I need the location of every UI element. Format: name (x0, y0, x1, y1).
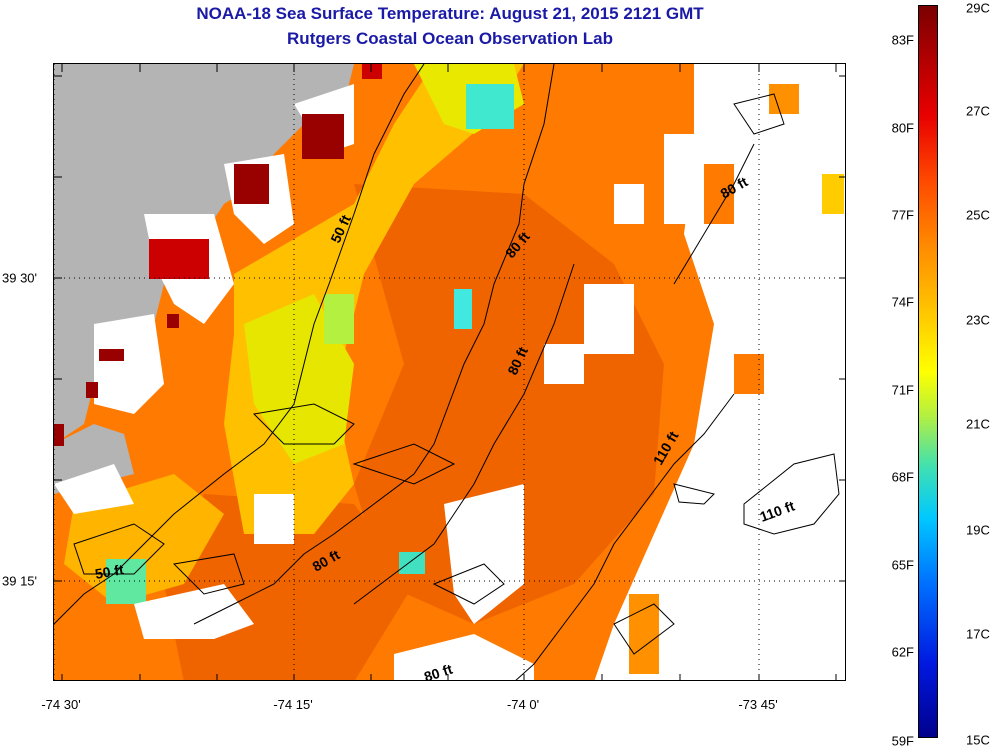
contour-shoal (73, 523, 165, 575)
longitude-label: -73 45' (738, 697, 778, 712)
contour-shoal (673, 483, 715, 505)
graticule (54, 64, 845, 680)
contour-shoal (172, 553, 245, 595)
colorbar-c-label: 17C (966, 626, 990, 642)
latitude-label: 39 30' (2, 270, 38, 286)
colorbar-c-label: 29C (966, 0, 990, 16)
contour-80ft (673, 143, 755, 285)
longitude-label: -74 30' (41, 697, 81, 712)
temperature-colorbar (918, 5, 938, 738)
depth-label: 50 ft (94, 561, 125, 582)
colorbar-f-label: 80F (891, 120, 914, 136)
contour-80ft (353, 263, 575, 605)
chart-subtitle: Rutgers Coastal Ocean Observation Lab (287, 29, 613, 48)
sst-cool-band (822, 174, 844, 214)
sst-hot-patch (99, 349, 124, 361)
sst-cold-patch (466, 84, 514, 129)
longitude-label: -74 0' (506, 697, 540, 712)
colorbar-f-label: 71F (891, 382, 914, 398)
axis-ticks (54, 64, 845, 680)
cloud-cover (134, 64, 845, 680)
latitude-label: 39 15' (2, 573, 38, 589)
sst-hot-patch (362, 64, 382, 79)
sst-cold-patch (324, 294, 354, 344)
colorbar-f-label: 59F (891, 733, 914, 749)
sst-hot-patch (86, 382, 98, 398)
colorbar-c-label: 25C (966, 207, 990, 223)
colorbar-f-label: 83F (891, 32, 914, 48)
chart-title: NOAA-18 Sea Surface Temperature: August … (196, 4, 704, 23)
colorbar-c-label: 21C (966, 416, 990, 432)
sst-cold-patch (399, 552, 425, 574)
colorbar-f-label: 77F (891, 207, 914, 223)
colorbar-c-label: 27C (966, 103, 990, 119)
sst-cold-patch (454, 289, 472, 329)
sst-map-canvas: 50 ft 50 ft 80 ft 80 ft 80 ft 80 ft 80 f… (54, 64, 845, 680)
contour-shoal (733, 93, 785, 135)
contour-shoal (352, 443, 456, 485)
contour-110ft (743, 453, 840, 535)
sst-warm-patch (704, 164, 734, 224)
colorbar-c-label: 23C (966, 312, 990, 328)
contour-shoal (613, 603, 675, 655)
sst-warm-patch (629, 594, 659, 674)
sst-hot-patch (302, 114, 344, 159)
colorbar-f-label: 62F (891, 644, 914, 660)
sst-hot-patch (149, 239, 209, 279)
colorbar-c-label: 19C (966, 522, 990, 538)
colorbar-f-label: 68F (891, 469, 914, 485)
sst-warm-patch (769, 84, 799, 114)
contour-110ft (515, 393, 735, 680)
colorbar-f-label: 74F (891, 294, 914, 310)
land-area (54, 64, 354, 444)
sst-hot-patch (167, 314, 179, 328)
sst-hot-patch (54, 424, 64, 446)
contour-shoal (252, 403, 355, 445)
longitude-label: -74 15' (273, 697, 313, 712)
contour-80ft (193, 64, 555, 625)
colorbar-f-label: 65F (891, 557, 914, 573)
sst-hot-patch (234, 164, 269, 204)
contour-shoal (432, 563, 505, 605)
colorbar-c-label: 15C (966, 732, 990, 748)
sst-map: 50 ft 50 ft 80 ft 80 ft 80 ft 80 ft 80 f… (53, 63, 846, 681)
